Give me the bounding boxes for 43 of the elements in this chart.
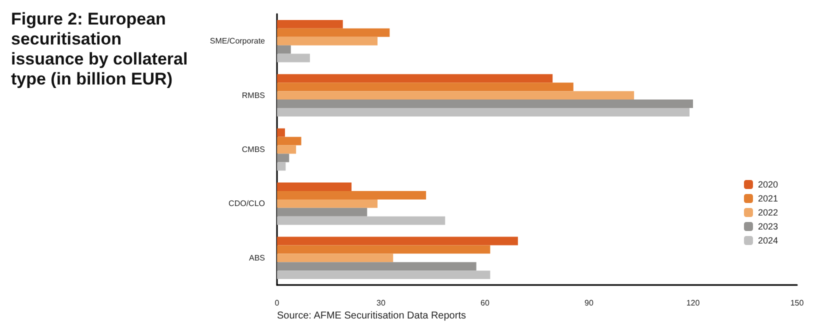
- bar: [277, 36, 378, 46]
- y-tick-label: SME/Corporate: [210, 36, 266, 46]
- x-tick-label: 90: [584, 298, 594, 308]
- bar: [277, 20, 343, 28]
- legend-label: 2022: [758, 208, 778, 218]
- x-tick-label: 0: [274, 298, 280, 308]
- bar: [277, 136, 302, 146]
- bar: [277, 28, 390, 37]
- bar: [277, 270, 490, 280]
- bar: [277, 82, 574, 92]
- bar: [277, 100, 693, 108]
- legend-label: 2020: [758, 180, 778, 190]
- bar: [277, 208, 368, 216]
- bar: [277, 45, 291, 54]
- bar: [277, 54, 310, 62]
- legend-label: 2024: [758, 236, 778, 246]
- x-tick-label: 30: [376, 298, 386, 308]
- bar: [277, 162, 286, 171]
- bar: [277, 216, 446, 225]
- source-note: Source: AFME Securitisation Data Reports: [277, 310, 466, 322]
- bar: [277, 74, 553, 83]
- bar: [277, 108, 690, 116]
- bar: [277, 128, 285, 137]
- bar: [277, 91, 634, 100]
- bar: [277, 262, 476, 271]
- x-tick-label: 150: [790, 298, 804, 308]
- bar: [277, 254, 394, 262]
- bar: [277, 199, 378, 208]
- bar: [277, 245, 490, 254]
- bar: [277, 191, 426, 200]
- y-tick-label: CDO/CLO: [228, 199, 265, 208]
- bar: [277, 236, 518, 246]
- bar: [277, 182, 352, 192]
- legend-label: 2023: [758, 222, 778, 232]
- bar: [277, 145, 296, 154]
- x-tick-label: 60: [480, 298, 490, 308]
- y-tick-label: CMBS: [242, 145, 265, 154]
- y-tick-label: RMBS: [242, 90, 265, 100]
- text: Figure 2: European securitisation issuance by collateral type (in billion EUR): [11, 10, 192, 88]
- y-tick-label: ABS: [248, 253, 265, 262]
- bar: [277, 154, 290, 162]
- x-tick-label: 120: [686, 298, 700, 308]
- legend-label: 2021: [758, 194, 778, 204]
